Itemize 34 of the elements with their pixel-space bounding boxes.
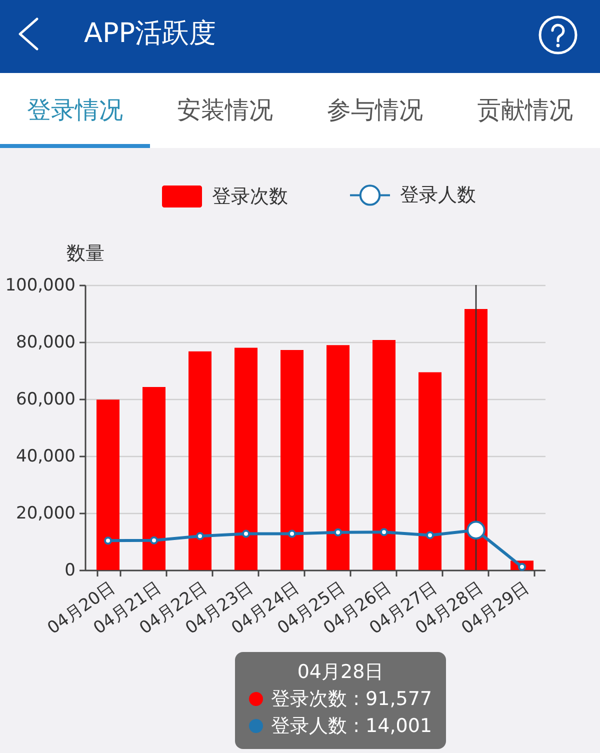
text: 登录人数 : 14,001 [271, 715, 432, 737]
y-tick-label: 100,000 [5, 276, 76, 296]
bar [142, 387, 166, 570]
bar [418, 372, 442, 570]
bar [464, 309, 488, 570]
bar [188, 351, 212, 570]
text: 登录次数 : 91,577 [271, 688, 432, 710]
point [334, 528, 342, 536]
bar [280, 350, 304, 570]
point [380, 528, 388, 536]
bar [234, 348, 258, 570]
y-tick-label: 20,000 [16, 504, 76, 524]
bar [372, 340, 396, 570]
chart-title: APP活跃度 [84, 17, 216, 51]
bar [96, 400, 120, 570]
legend-label: 登录次数 [212, 186, 288, 208]
legend-label: 登录人数 [400, 184, 476, 206]
text: 贡献情况 [476, 95, 574, 126]
y-axis-title: 数量 [66, 242, 104, 264]
point [242, 530, 250, 538]
point [150, 536, 158, 544]
y-tick-label: 0 [64, 560, 76, 580]
point [426, 531, 434, 540]
text: 参与情况 [326, 95, 424, 126]
point [196, 532, 204, 540]
text: 04月28日 [297, 661, 384, 683]
text: 安装情况 [176, 95, 274, 126]
y-tick-label: 60,000 [16, 390, 76, 410]
point [104, 536, 112, 545]
y-tick-label: 80,000 [16, 332, 76, 352]
point [288, 530, 296, 538]
y-tick-label: 40,000 [16, 446, 76, 466]
text: 登录情况 [26, 95, 124, 126]
bar [326, 345, 350, 570]
